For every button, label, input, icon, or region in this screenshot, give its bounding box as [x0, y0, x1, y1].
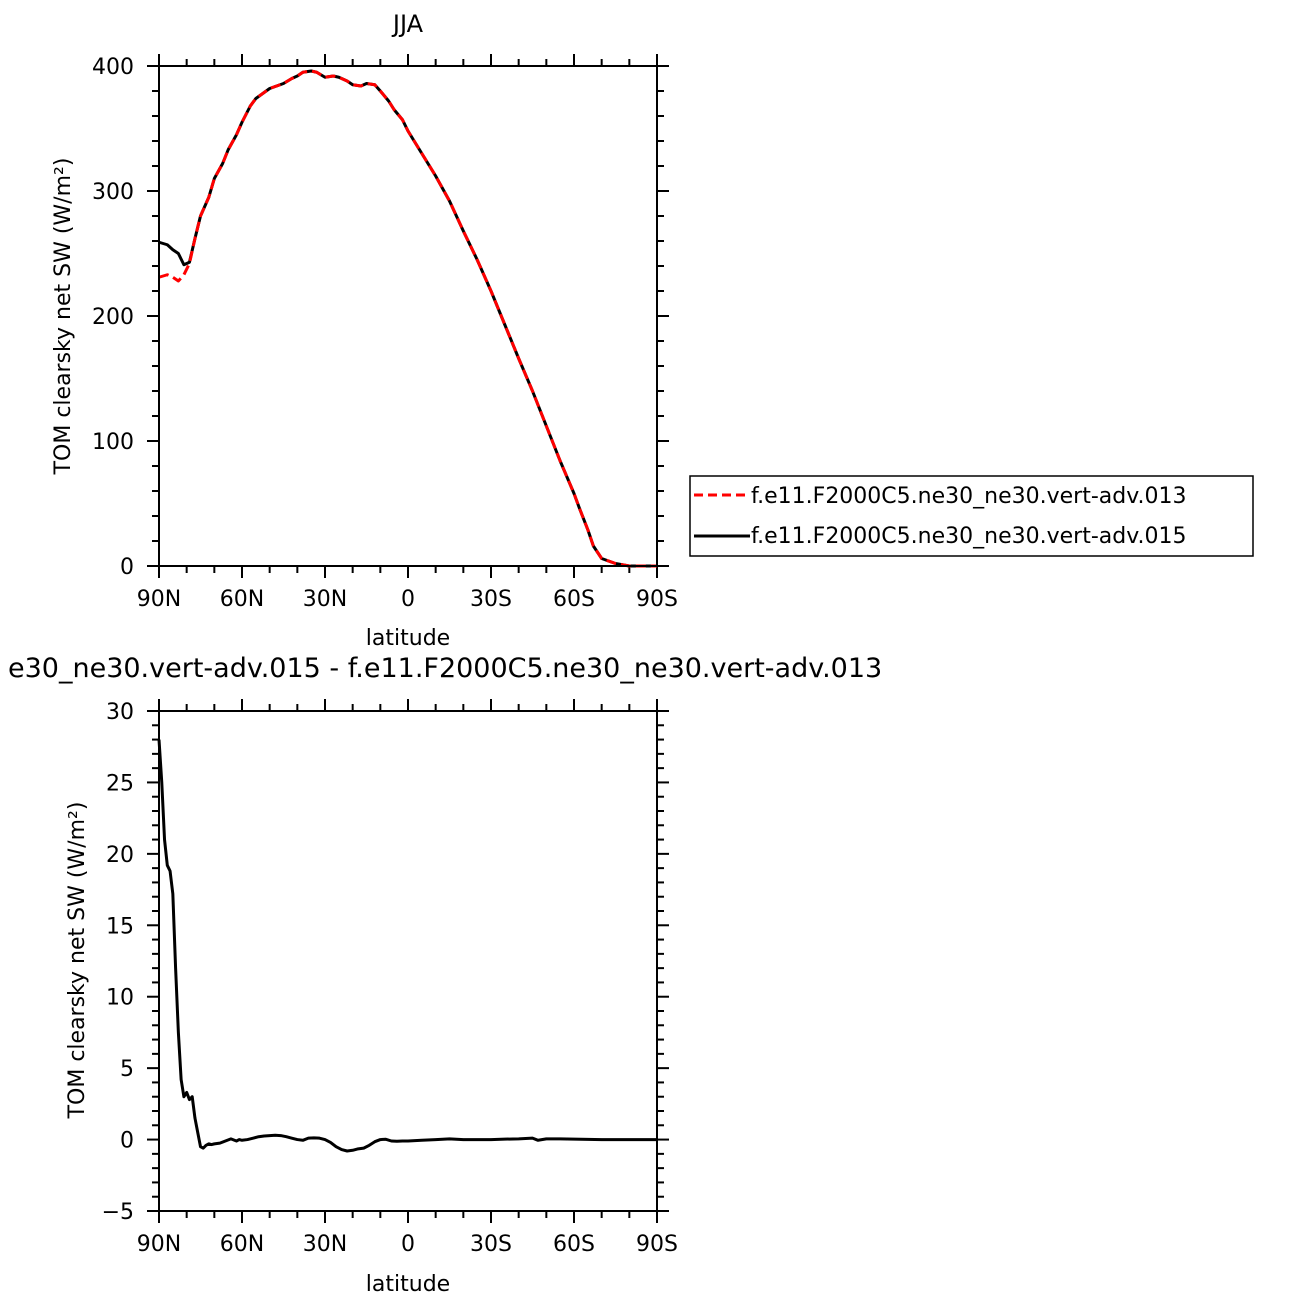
bottom-y-tick-label: 10 [106, 986, 134, 1011]
bottom-x-tick-label: 30N [303, 1232, 347, 1257]
top-x-tick-label: 90N [137, 587, 181, 612]
bottom-x-tick-label: 60N [220, 1232, 264, 1257]
top-x-tick-label: 30N [303, 587, 347, 612]
top-y-tick-label: 200 [92, 305, 134, 330]
bottom-y-tick-label: 20 [106, 843, 134, 868]
top-y-tick-label: 0 [120, 555, 134, 580]
top-panel-title: JJA [391, 10, 424, 38]
bottom-panel: 90N 60N 30N 0 30S 60S 90S −5 0 5 10 15 20 25 30 latitu… [65, 699, 678, 1297]
top-x-tick-label: 30S [470, 587, 512, 612]
legend-box [689, 475, 1254, 557]
bottom-tick-labels: 90N 60N 30N 0 30S 60S 90S −5 0 5 10 15 20 25 30 [102, 700, 678, 1257]
bottom-axis-ticks [147, 699, 669, 1223]
legend-label-015: f.e11.F2000C5.ne30_ne30.vert-adv.015 [751, 524, 1187, 549]
top-series-lines [158, 69, 657, 568]
bottom-x-tick-label: 60S [553, 1232, 595, 1257]
top-y-tick-label: 300 [92, 180, 134, 205]
bottom-x-tick-label: 30S [470, 1232, 512, 1257]
top-series-line-0 [158, 69, 657, 568]
top-ylabel: TOM clearsky net SW (W/m²) [51, 158, 76, 476]
bottom-x-tick-label: 90N [137, 1232, 181, 1257]
bottom-y-tick-label: 0 [120, 1129, 134, 1154]
bottom-y-tick-label: −5 [102, 1200, 134, 1225]
bottom-y-tick-label: 30 [106, 700, 134, 725]
bottom-y-tick-label: 25 [106, 771, 134, 796]
bottom-panel-title: e30_ne30.vert-adv.015 - f.e11.F2000C5.ne… [8, 653, 882, 684]
bottom-plot-frame [158, 710, 658, 1212]
top-y-tick-label: 400 [92, 55, 134, 80]
legend-label-013: f.e11.F2000C5.ne30_ne30.vert-adv.013 [751, 484, 1187, 509]
legend: f.e11.F2000C5.ne30_ne30.vert-adv.013 f.e… [689, 475, 1254, 557]
top-axis-ticks [147, 54, 669, 578]
top-plot-frame [158, 65, 658, 567]
top-xlabel: latitude [366, 626, 450, 651]
top-y-tick-label: 100 [92, 430, 134, 455]
top-panel: 90N 60N 30N 0 30S 60S 90S 0 100 200 300 400 latitud… [51, 54, 678, 651]
top-series-line-1 [158, 69, 657, 568]
top-tick-labels: 90N 60N 30N 0 30S 60S 90S 0 100 200 300 400 [92, 55, 678, 612]
top-x-tick-label: 60N [220, 587, 264, 612]
bottom-series-lines [157, 739, 657, 1153]
bottom-x-tick-label: 0 [401, 1232, 415, 1257]
top-x-tick-label: 0 [401, 587, 415, 612]
bottom-xlabel: latitude [366, 1272, 450, 1297]
bottom-series-line-0 [157, 739, 657, 1153]
top-x-tick-label: 60S [553, 587, 595, 612]
bottom-ylabel: TOM clearsky net SW (W/m²) [65, 802, 90, 1120]
top-x-tick-label: 90S [636, 587, 678, 612]
bottom-y-tick-label: 5 [120, 1057, 134, 1082]
bottom-y-tick-label: 15 [106, 914, 134, 939]
bottom-x-tick-label: 90S [636, 1232, 678, 1257]
